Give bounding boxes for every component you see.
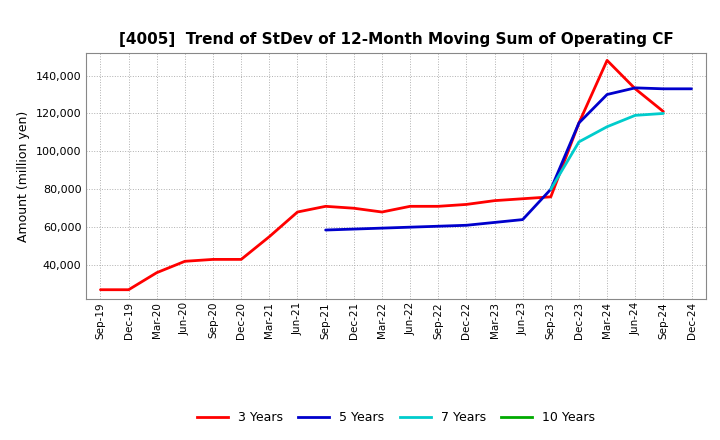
Y-axis label: Amount (million yen): Amount (million yen) (17, 110, 30, 242)
Legend: 3 Years, 5 Years, 7 Years, 10 Years: 3 Years, 5 Years, 7 Years, 10 Years (192, 407, 600, 429)
Title: [4005]  Trend of StDev of 12-Month Moving Sum of Operating CF: [4005] Trend of StDev of 12-Month Moving… (119, 33, 673, 48)
